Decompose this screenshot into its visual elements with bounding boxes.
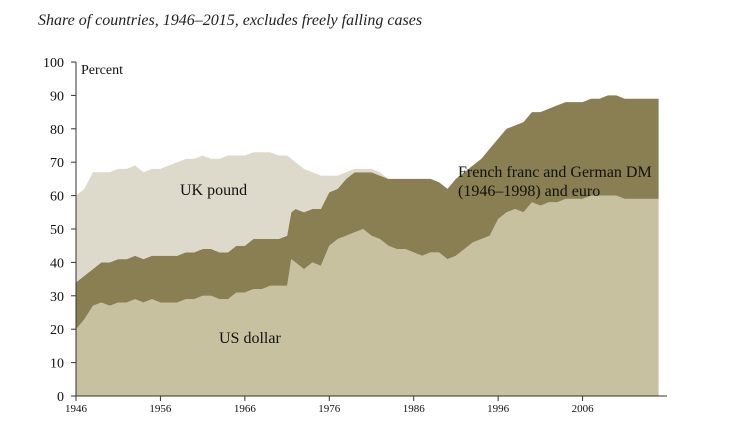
- y-tick-label: 100: [43, 56, 64, 71]
- y-tick-label: 50: [50, 223, 64, 238]
- series-area-0: [76, 195, 659, 396]
- series-label-1-line-1: (1946–1998) and euro: [458, 183, 600, 200]
- y-tick-label: 40: [50, 256, 64, 271]
- series-area-1: [76, 95, 659, 330]
- series-area-2: [76, 95, 659, 283]
- x-tick-label: 1946: [65, 403, 88, 415]
- y-tick-label: 30: [50, 290, 64, 305]
- x-tick-label: 1996: [487, 403, 510, 415]
- y-tick-label: 70: [50, 156, 64, 171]
- y-tick-label: 0: [57, 390, 64, 405]
- chart-subtitle: Share of countries, 1946–2015, excludes …: [38, 12, 423, 29]
- x-tick-label: 1966: [234, 403, 257, 415]
- y-tick-label: 10: [50, 357, 64, 372]
- series-label-2: UK pound: [180, 182, 247, 199]
- x-tick-label: 2006: [572, 403, 595, 415]
- x-tick-label: 1986: [403, 403, 426, 415]
- x-tick-label: 1976: [318, 403, 341, 415]
- series-label-0: US dollar: [219, 330, 281, 347]
- x-tick-label: 1956: [149, 403, 172, 415]
- y-axis-label: Percent: [81, 63, 123, 78]
- y-tick-label: 20: [50, 323, 64, 338]
- y-tick-label: 60: [50, 190, 64, 205]
- y-tick-label: 80: [50, 123, 64, 138]
- y-tick-label: 90: [50, 89, 64, 104]
- series-label-1-line-0: French franc and German DM: [458, 164, 652, 181]
